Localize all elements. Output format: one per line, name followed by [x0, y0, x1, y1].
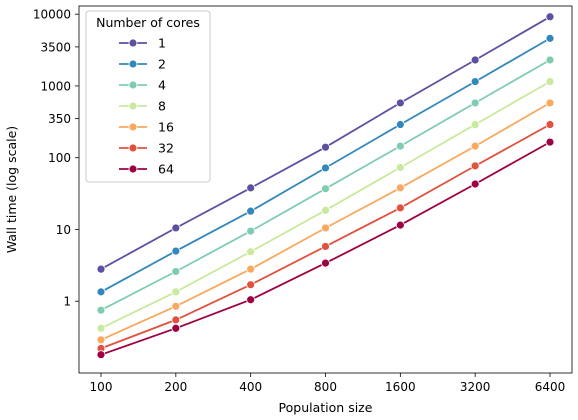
- data-point: [545, 120, 555, 129]
- data-point: [246, 280, 256, 290]
- data-point: [171, 246, 181, 256]
- data-point: [470, 55, 480, 65]
- data-point: [171, 323, 181, 333]
- data-point: [395, 183, 405, 193]
- data-point: [171, 223, 181, 233]
- data-point: [246, 264, 256, 274]
- y-tick-label: 1: [63, 295, 71, 309]
- data-point: [171, 267, 181, 276]
- legend-marker-64: [128, 164, 138, 174]
- data-point: [321, 223, 330, 233]
- data-point: [321, 184, 330, 194]
- legend-label-2: 2: [158, 57, 166, 72]
- data-point: [96, 335, 106, 345]
- data-point: [246, 183, 256, 193]
- data-point: [470, 77, 480, 86]
- legend-marker-4: [128, 80, 138, 90]
- legend-marker-32: [128, 143, 138, 153]
- data-point: [96, 305, 106, 315]
- data-point: [545, 12, 555, 22]
- data-point: [246, 226, 256, 236]
- y-tick-label: 100: [48, 151, 71, 165]
- data-point: [321, 163, 330, 173]
- data-point: [470, 141, 480, 151]
- data-point: [246, 247, 256, 257]
- data-point: [171, 287, 181, 297]
- x-tick-label: 200: [164, 380, 187, 394]
- data-point: [545, 98, 555, 108]
- x-tick-label: 1600: [385, 380, 416, 394]
- y-tick-label: 10000: [33, 8, 71, 22]
- legend-label-32: 32: [158, 141, 174, 156]
- legend-title: Number of cores: [96, 15, 200, 30]
- data-point: [545, 137, 555, 147]
- y-tick-label: 350: [48, 112, 71, 126]
- y-tick-label: 10: [56, 223, 71, 237]
- data-point: [545, 33, 555, 43]
- x-tick-label: 400: [239, 380, 262, 394]
- legend-label-16: 16: [158, 120, 174, 135]
- y-tick-label: 1000: [40, 79, 71, 93]
- legend-box: [85, 10, 211, 183]
- data-point: [246, 206, 256, 216]
- data-point: [321, 258, 330, 268]
- legend-marker-16: [128, 122, 138, 132]
- x-axis-label: Population size: [279, 400, 373, 415]
- x-tick-label: 800: [314, 380, 337, 394]
- x-tick-label: 100: [90, 380, 113, 394]
- legend-label-64: 64: [158, 162, 174, 177]
- data-point: [395, 98, 405, 108]
- data-point: [321, 142, 330, 152]
- legend-label-8: 8: [158, 99, 166, 114]
- x-tick-label: 6400: [535, 380, 566, 394]
- data-point: [96, 323, 106, 333]
- data-point: [321, 242, 330, 251]
- legend-marker-2: [128, 59, 138, 69]
- data-point: [395, 120, 405, 129]
- y-tick-label: 3500: [40, 40, 71, 54]
- data-point: [96, 264, 106, 274]
- data-point: [470, 120, 480, 129]
- legend-label-4: 4: [158, 78, 166, 93]
- data-point: [395, 220, 405, 230]
- x-tick-label: 3200: [460, 380, 491, 394]
- data-point: [470, 161, 480, 171]
- legend-marker-8: [128, 101, 138, 111]
- y-axis-label: Wall time (log scale): [4, 126, 19, 253]
- data-point: [96, 350, 106, 360]
- data-point: [545, 77, 555, 86]
- data-point: [246, 295, 256, 305]
- legend-label-1: 1: [158, 36, 166, 51]
- data-point: [395, 141, 405, 151]
- data-point: [321, 205, 330, 215]
- data-point: [171, 301, 181, 311]
- data-point: [96, 287, 106, 297]
- data-point: [171, 315, 181, 325]
- data-point: [470, 179, 480, 189]
- data-point: [470, 98, 480, 108]
- data-point: [395, 203, 405, 213]
- legend-marker-1: [128, 38, 138, 48]
- data-point: [395, 163, 405, 172]
- data-point: [545, 55, 555, 65]
